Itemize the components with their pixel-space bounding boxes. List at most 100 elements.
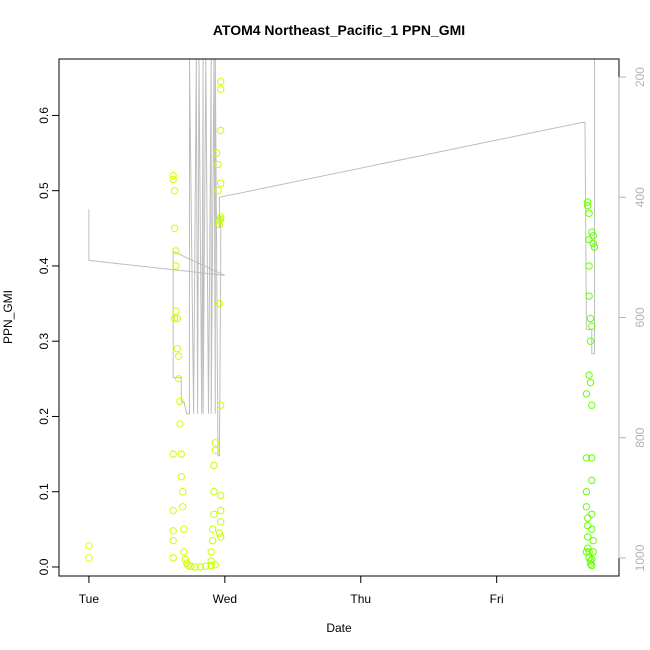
data-point [215,299,224,308]
data-point [202,562,210,570]
data-point [169,506,177,515]
data-point [588,510,596,518]
data-point [169,527,177,535]
data-point [589,548,597,556]
data-point [588,476,596,485]
y2-tick-label: 600 [633,307,647,327]
data-point [584,202,592,210]
data-point [170,314,179,323]
data-point [191,563,199,571]
data-point [169,554,177,562]
data-point [85,554,93,562]
data-point [176,420,184,428]
data-point [589,239,597,248]
y2-tick-label: 400 [633,187,647,207]
data-point [589,232,597,240]
data-point [585,292,593,300]
data-point [588,555,596,564]
data-point [172,307,180,315]
data-point [174,375,183,383]
data-point [584,544,592,552]
y2-tick-label: 1000 [633,544,647,571]
data-point [217,85,225,93]
data-point [582,503,591,511]
data-point [173,314,182,323]
data-point [217,77,225,86]
data-point [585,262,593,270]
data-point [217,179,225,187]
y-tick-label: 0.2 [37,408,51,425]
data-point [214,187,222,195]
data-point [217,518,225,526]
data-point [586,557,595,565]
data-point [588,401,596,409]
x-tick-label: Thu [350,592,371,606]
y2-tick-label: 800 [633,427,647,447]
data-point [210,510,218,518]
y-tick-label: 0.3 [37,333,51,350]
x-tick-label: Tue [79,592,100,606]
data-point [588,525,596,533]
y-tick-label: 0.4 [37,257,51,274]
data-point [207,557,215,565]
data-point [207,561,215,570]
y-axis-label: PPN_GMI [1,290,15,344]
data-point [180,548,188,556]
data-point [172,262,180,270]
y2-tick-label: 200 [633,67,647,87]
data-point [215,529,224,537]
data-point [217,401,225,409]
data-point [181,555,190,564]
data-point [217,213,225,221]
data-point [169,536,177,545]
data-point [217,491,225,500]
data-point [586,560,595,568]
data-point [210,488,218,496]
data-point [174,352,183,360]
data-point [211,439,220,447]
plot-area [85,59,599,571]
data-point [177,473,186,481]
x-tick-label: Wed [213,592,237,606]
data-point [589,536,597,545]
data-point [85,542,93,550]
data-point [582,390,591,398]
data-point [588,561,596,570]
data-point [585,209,593,218]
data-point [169,171,177,180]
data-point [588,454,596,462]
data-point [179,503,187,511]
data-point [582,548,591,556]
y-tick-label: 0.6 [37,107,51,124]
data-point [215,217,224,225]
data-point [584,198,592,206]
data-point [172,247,180,255]
data-point [586,314,595,323]
x-tick-label: Fri [490,592,504,606]
data-point [586,378,595,387]
data-point [213,149,221,157]
chart-title: ATOM4 Northeast_Pacific_1 PPN_GMI [213,22,465,38]
data-point [588,228,596,236]
y-tick-label: 0.0 [37,558,51,575]
data-point [177,450,186,458]
data-point [582,454,591,462]
data-point [170,224,179,233]
data-point [187,562,195,570]
data-point [217,506,225,515]
data-point [215,220,224,229]
data-point [179,488,187,496]
data-point [217,215,225,224]
x-axis-label: Date [326,621,352,635]
data-point [584,521,592,530]
data-point [582,488,591,496]
data-point [588,322,596,330]
data-point [169,175,177,184]
data-point [214,160,222,169]
y-tick-label: 0.5 [37,182,51,199]
data-point [196,563,205,571]
data-point [211,446,220,454]
y-tick-label: 0.1 [37,483,51,500]
data-point [208,536,217,545]
